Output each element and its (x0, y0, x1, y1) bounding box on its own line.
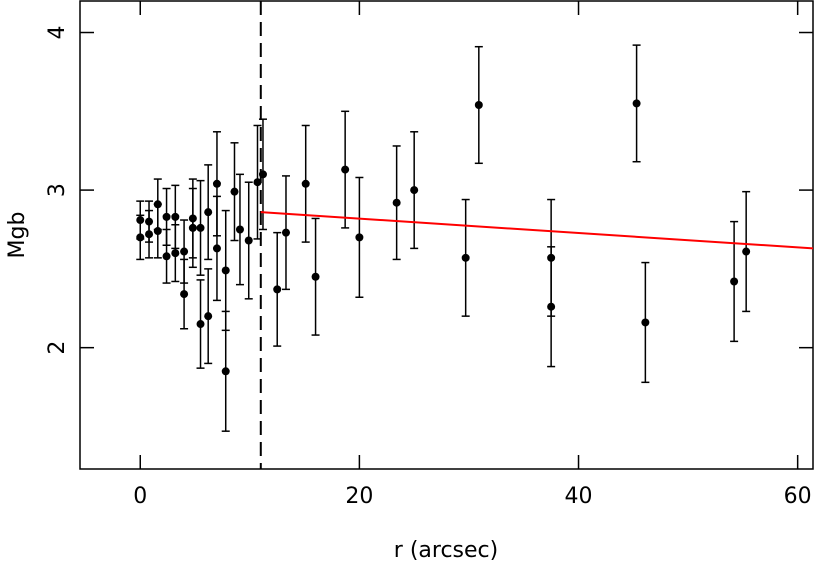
point (180, 247, 189, 256)
x-tick-label: 20 (345, 484, 373, 509)
point (410, 186, 419, 195)
y-axis-label: Mgb (5, 212, 30, 259)
point (196, 320, 205, 329)
point (204, 208, 213, 217)
point (258, 170, 267, 179)
point (162, 252, 171, 261)
point (204, 312, 213, 321)
point (641, 318, 650, 327)
point (742, 247, 751, 256)
point (171, 249, 180, 258)
point (392, 198, 401, 207)
point (221, 266, 230, 275)
point (136, 233, 145, 242)
point (188, 223, 197, 232)
point (145, 230, 154, 239)
x-tick-label: 40 (565, 484, 593, 509)
point (230, 187, 239, 196)
point (196, 223, 205, 232)
point (212, 179, 221, 188)
plot-frame (79, 0, 814, 470)
y-tick-label: 4 (45, 26, 70, 40)
y-tick-label: 2 (45, 341, 70, 355)
point (730, 277, 739, 286)
point (474, 101, 483, 109)
point (253, 178, 262, 187)
fit-line (260, 211, 814, 250)
x-tick-label: 0 (133, 484, 147, 509)
point (355, 233, 364, 242)
point (281, 228, 290, 237)
point (153, 227, 162, 236)
x-tick-label: 60 (784, 484, 812, 509)
y-tick-label: 3 (45, 183, 70, 197)
point (311, 272, 320, 281)
point (273, 285, 282, 294)
point (162, 212, 171, 221)
point (632, 99, 641, 108)
point (244, 236, 253, 245)
point (461, 253, 470, 262)
point (212, 244, 221, 253)
point (547, 302, 556, 311)
point (221, 367, 230, 376)
point (171, 212, 180, 221)
x-axis-label: r (arcsec) (394, 538, 498, 563)
point (341, 165, 350, 174)
point (235, 225, 244, 234)
point (301, 179, 310, 188)
point (180, 290, 189, 299)
